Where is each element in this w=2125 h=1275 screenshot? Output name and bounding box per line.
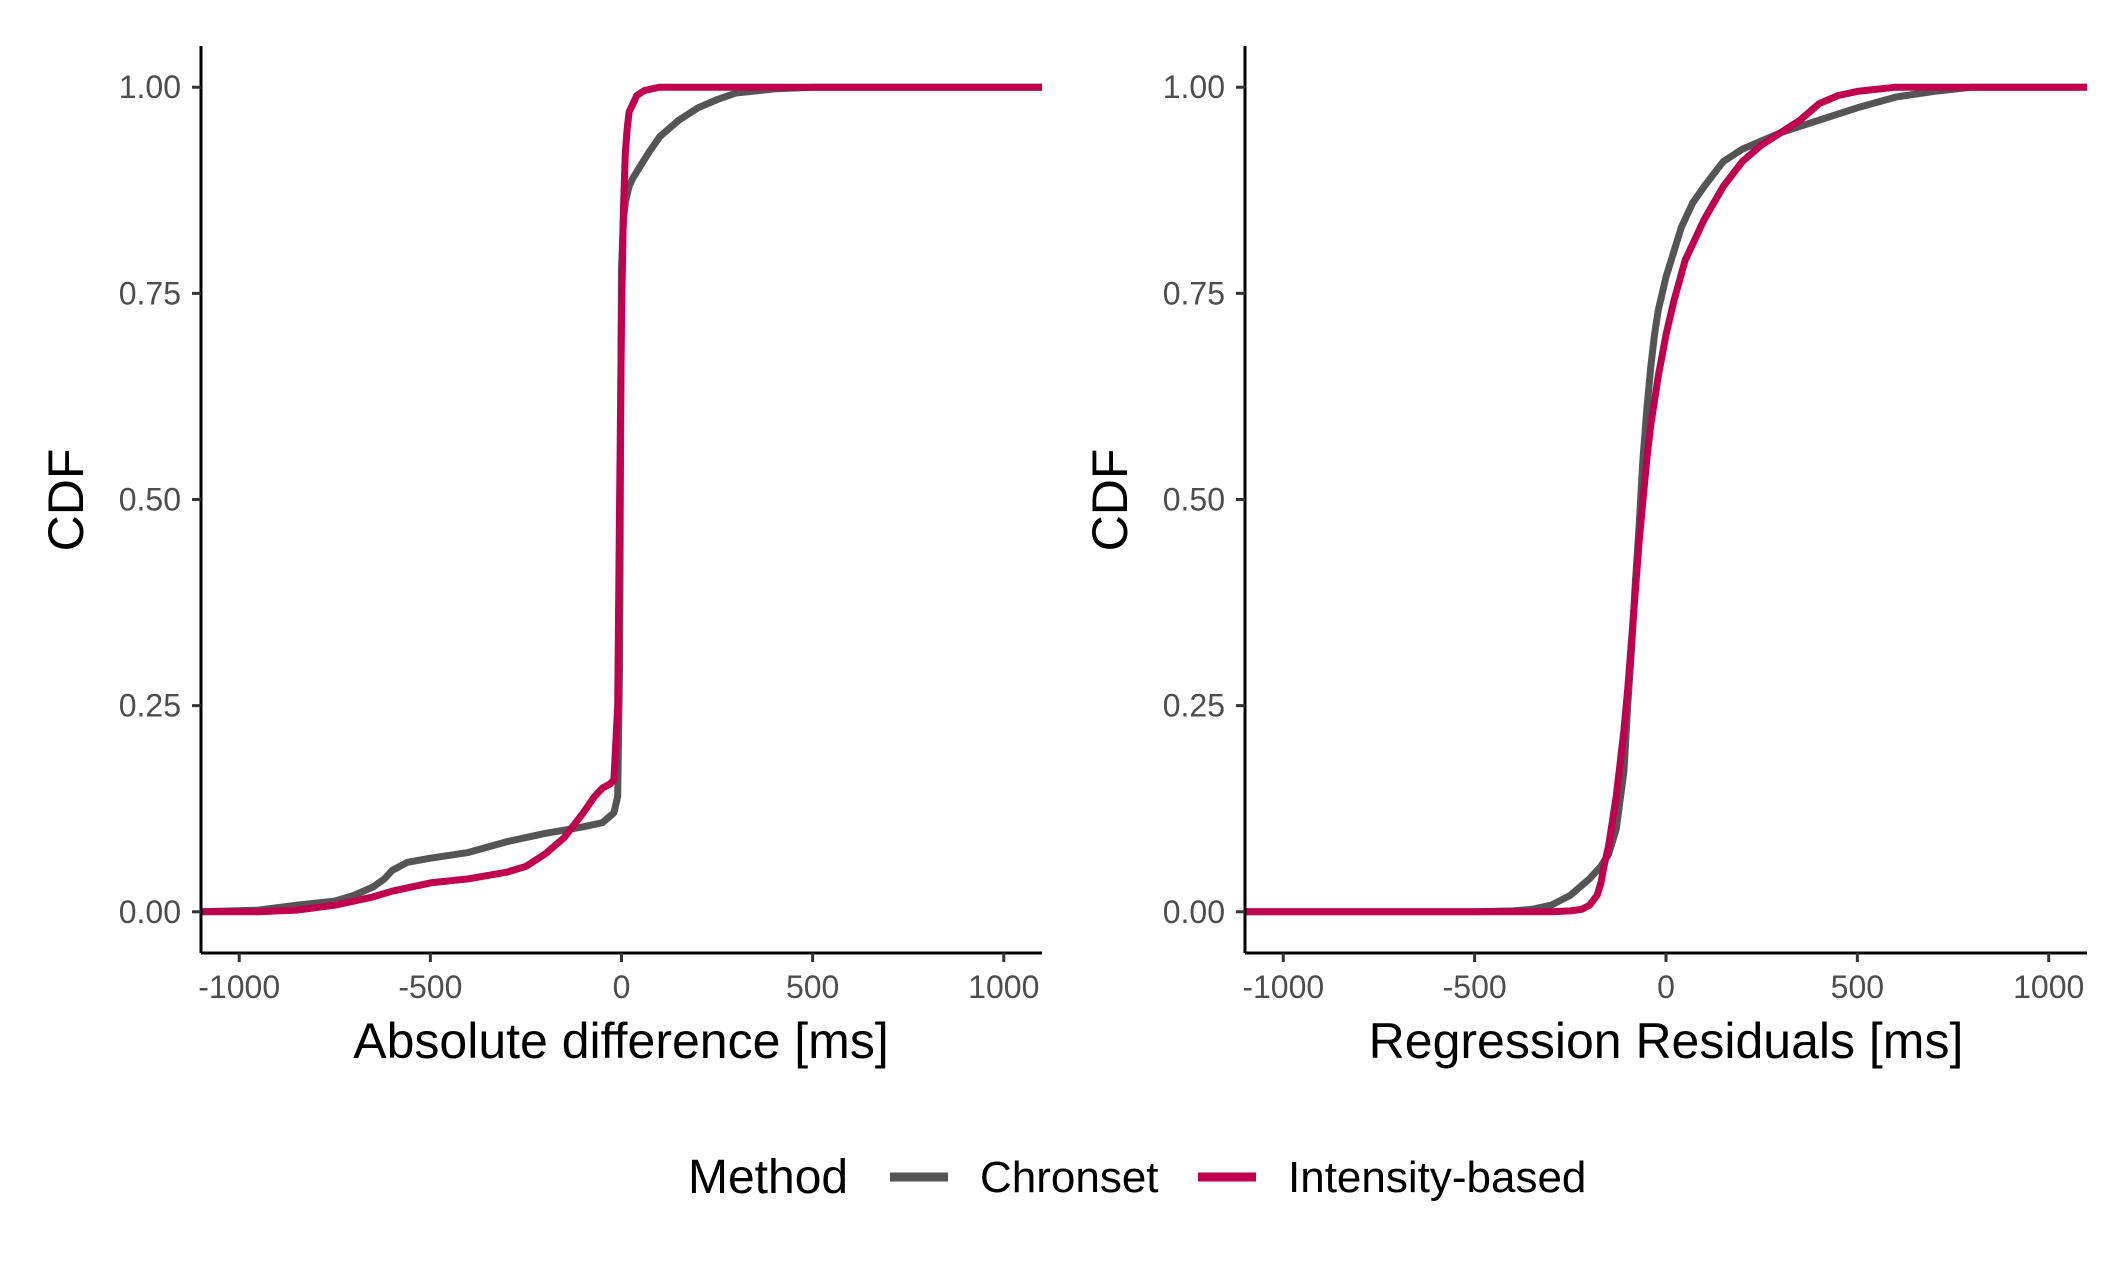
- right-panel: 0.00 0.25 0.50 0.75 1.00 -1000 -500 0 500 1000 R…: [1082, 46, 2087, 1069]
- left-x-axis-title: Absolute difference [ms]: [353, 1013, 888, 1069]
- right-x-tick-label: 1000: [2013, 969, 2084, 1005]
- right-y-tick-label: 0.00: [1163, 894, 1225, 930]
- left-x-tick-label: 1000: [968, 969, 1039, 1005]
- left-series-intensity-based-line: [201, 83, 1042, 916]
- right-x-ticks: -1000 -500 0 500 1000: [1242, 953, 2084, 1005]
- right-x-tick-label: 500: [1831, 969, 1884, 1005]
- right-y-tick-label: 1.00: [1163, 69, 1225, 105]
- right-x-tick-label: -1000: [1242, 969, 1324, 1005]
- left-x-tick-label: -500: [398, 969, 462, 1005]
- right-y-tick-label: 0.75: [1163, 275, 1225, 311]
- legend-label-chronset: Chronset: [980, 1153, 1159, 1202]
- right-y-ticks: 0.00 0.25 0.50 0.75 1.00: [1163, 69, 1245, 930]
- legend-label-intensity: Intensity-based: [1288, 1153, 1586, 1202]
- right-series-layer: [1245, 83, 2087, 916]
- right-y-tick-label: 0.25: [1163, 688, 1225, 724]
- left-y-ticks: 0.00 0.25 0.50 0.75 1.00: [119, 69, 201, 930]
- left-y-tick-label: 0.00: [119, 894, 181, 930]
- right-x-tick-label: -500: [1443, 969, 1507, 1005]
- left-x-ticks: -1000 -500 0 500 1000: [198, 953, 1039, 1005]
- left-x-tick-label: 0: [613, 969, 631, 1005]
- left-panel: 0.00 0.25 0.50 0.75 1.00 -1000 -500 0 500 1000 A…: [38, 46, 1042, 1069]
- legend: Method Chronset Intensity-based: [688, 1151, 1586, 1204]
- right-y-axis-title: CDF: [1082, 449, 1138, 552]
- legend-title: Method: [688, 1151, 848, 1204]
- right-y-tick-label: 0.50: [1163, 482, 1225, 518]
- left-x-tick-label: -1000: [198, 969, 280, 1005]
- right-x-tick-label: 0: [1657, 969, 1675, 1005]
- left-y-tick-label: 0.25: [119, 688, 181, 724]
- right-series-intensity-based-line: [1245, 83, 2087, 916]
- left-y-axis-title: CDF: [38, 449, 94, 552]
- left-y-tick-label: 0.75: [119, 275, 181, 311]
- left-y-tick-label: 0.50: [119, 482, 181, 518]
- left-y-tick-label: 1.00: [119, 69, 181, 105]
- right-series-chronset-line: [1245, 83, 2087, 916]
- left-series-layer: [200, 83, 1042, 916]
- left-x-tick-label: 500: [786, 969, 839, 1005]
- right-x-axis-title: Regression Residuals [ms]: [1369, 1013, 1964, 1069]
